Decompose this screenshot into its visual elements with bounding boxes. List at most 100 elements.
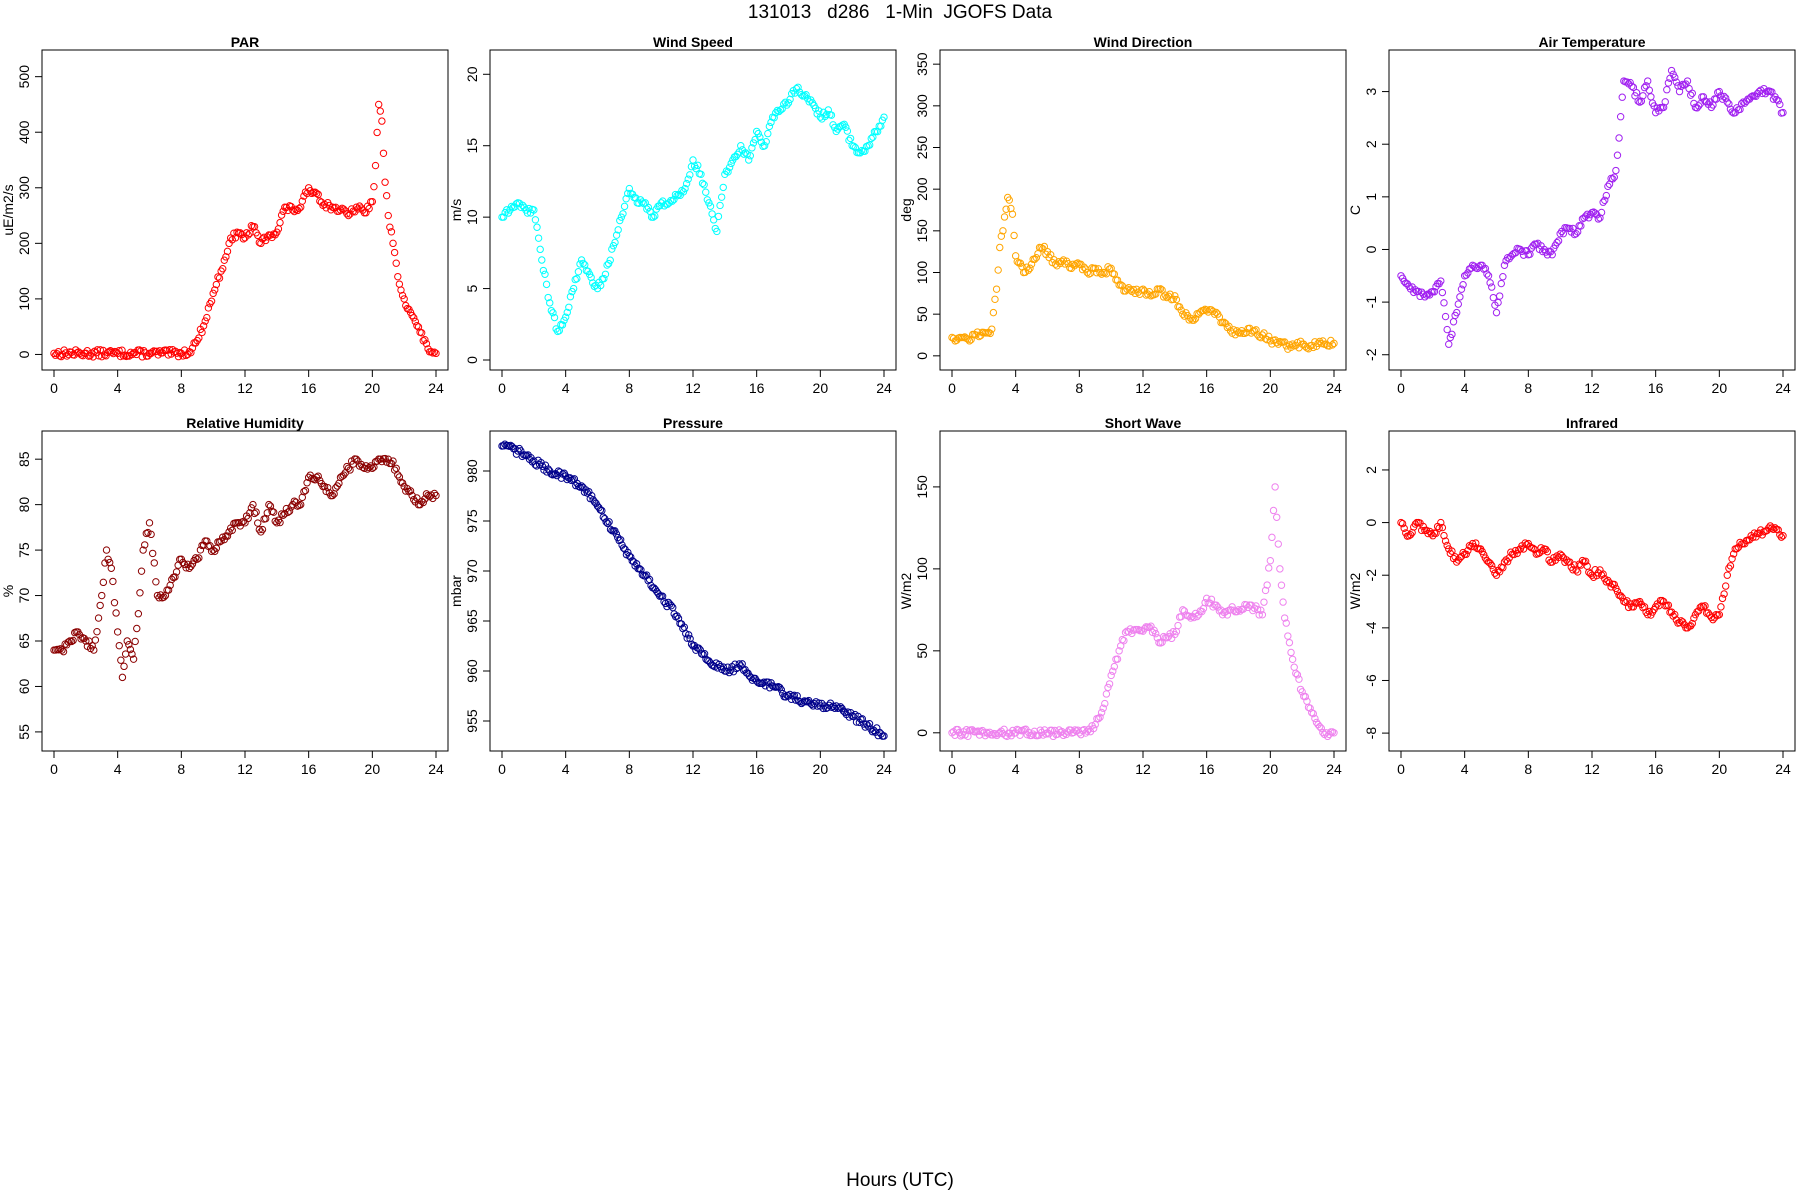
data-point <box>328 491 337 500</box>
data-point <box>531 216 540 224</box>
x-tick-label: 12 <box>1135 380 1151 396</box>
data-point <box>1091 264 1099 273</box>
data-point <box>546 299 554 307</box>
data-point <box>204 304 213 312</box>
data-point <box>1276 565 1284 573</box>
data-point <box>612 530 621 538</box>
data-point <box>1728 555 1736 563</box>
data-point <box>1449 318 1458 326</box>
data-point <box>776 106 785 114</box>
y-axis-label: W/m2 <box>898 573 914 610</box>
data-point <box>381 454 389 463</box>
plot-title: Pressure <box>663 415 723 431</box>
data-point <box>320 482 329 491</box>
data-point <box>991 295 999 304</box>
data-point <box>105 347 113 356</box>
data-point <box>1330 729 1338 737</box>
data-point <box>700 181 708 189</box>
data-point <box>112 609 120 617</box>
data-point <box>1577 222 1585 230</box>
data-point <box>600 274 608 283</box>
data-point <box>1608 175 1617 183</box>
data-point <box>394 272 402 281</box>
data-point <box>292 205 300 214</box>
data-points <box>50 454 440 682</box>
data-point <box>261 236 270 245</box>
data-point <box>1400 524 1408 532</box>
x-tick-label: 20 <box>365 761 381 777</box>
data-point <box>1101 699 1109 708</box>
x-tick-label: 0 <box>948 761 956 777</box>
y-tick-label: 20 <box>464 66 480 82</box>
data-point <box>705 199 713 207</box>
data-point <box>1266 556 1275 565</box>
data-point <box>188 560 197 568</box>
data-point <box>414 323 423 331</box>
y-tick-label: 350 <box>914 52 930 76</box>
data-point <box>756 133 764 141</box>
data-point <box>686 635 694 643</box>
data-point <box>1107 671 1115 680</box>
data-point <box>862 720 871 728</box>
y-tick-label: 15 <box>464 138 480 154</box>
data-point <box>1287 648 1295 657</box>
data-point <box>619 544 628 552</box>
data-point <box>203 313 211 322</box>
data-point <box>303 479 311 487</box>
x-tick-label: 8 <box>177 761 185 777</box>
data-point <box>1089 724 1098 733</box>
data-point <box>579 259 587 268</box>
data-point <box>1014 726 1023 734</box>
data-point <box>381 178 389 186</box>
data-point <box>1101 269 1109 277</box>
data-point <box>1301 692 1310 701</box>
data-point <box>411 317 420 326</box>
data-point <box>1105 680 1114 688</box>
data-point <box>160 593 168 601</box>
data-point <box>1588 571 1596 579</box>
data-point <box>706 202 715 210</box>
data-point <box>1558 551 1566 560</box>
data-point <box>1599 198 1607 206</box>
x-tick-label: 24 <box>876 761 892 777</box>
data-point <box>1317 724 1325 732</box>
y-tick-label: 1 <box>1363 193 1379 201</box>
data-point <box>1612 166 1620 175</box>
data-point <box>1430 288 1439 296</box>
data-point <box>367 462 375 470</box>
y-tick-label: -2 <box>1363 569 1379 582</box>
data-point <box>1510 550 1518 559</box>
panel-6: Pressure 0 4 8 12 16 20 24 955 960 965 970 975 980 mba… <box>448 415 897 777</box>
y-tick-label: 200 <box>16 231 32 255</box>
data-point <box>824 106 832 114</box>
data-point <box>727 159 735 168</box>
x-tick-label: 20 <box>1712 761 1728 777</box>
data-point <box>223 532 232 540</box>
data-point <box>1253 605 1262 614</box>
data-point <box>802 91 810 99</box>
data-point <box>120 662 128 671</box>
data-point <box>254 519 262 527</box>
data-point <box>389 239 397 248</box>
y-tick-label: 0 <box>16 350 32 358</box>
data-point <box>150 559 158 567</box>
data-point <box>73 349 81 357</box>
data-point <box>1616 592 1625 600</box>
data-point <box>1438 523 1447 532</box>
data-point <box>198 328 206 337</box>
x-tick-label: 16 <box>301 380 317 396</box>
data-point <box>794 83 802 92</box>
data-point <box>1263 581 1271 589</box>
data-point <box>1059 256 1068 264</box>
data-point <box>611 238 619 247</box>
data-point <box>719 183 727 192</box>
data-point <box>780 100 788 108</box>
y-tick-label: 400 <box>16 120 32 144</box>
data-point <box>1499 273 1507 281</box>
data-point <box>1688 619 1696 628</box>
data-point <box>1031 255 1039 263</box>
data-point <box>1543 547 1552 556</box>
data-point <box>1406 531 1415 539</box>
data-point <box>173 349 181 357</box>
y-tick-label: 150 <box>914 219 930 243</box>
